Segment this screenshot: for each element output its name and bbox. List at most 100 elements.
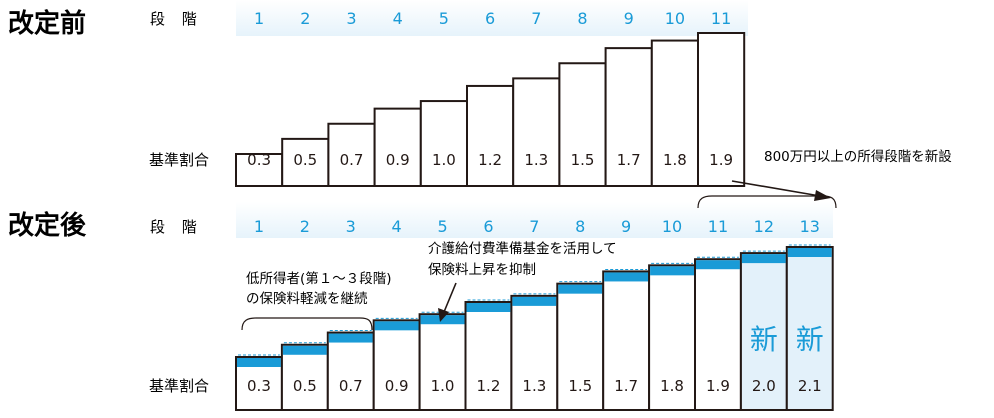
after-stage-5: 5 bbox=[437, 217, 447, 236]
new-stages-note: 800万円以上の所得段階を新設 bbox=[764, 148, 952, 165]
fund-note-line1: 介護給付費準備基金を活用して bbox=[428, 240, 617, 257]
after-band-5 bbox=[420, 315, 465, 325]
after-bar-12 bbox=[739, 252, 788, 411]
before-bar-1 bbox=[235, 153, 284, 187]
before-ratio-10: 1.8 bbox=[663, 151, 687, 169]
before-ratio-7: 1.3 bbox=[524, 151, 548, 169]
after-band-12 bbox=[741, 254, 786, 264]
after-stage-11: 11 bbox=[708, 217, 728, 236]
after-band-10 bbox=[650, 266, 694, 276]
after-ratio-9: 1.7 bbox=[614, 377, 638, 395]
after-stage-10: 10 bbox=[662, 217, 682, 236]
before-ratio-3: 0.7 bbox=[340, 151, 364, 169]
after-stage-band bbox=[236, 202, 833, 238]
fund-note-line2: 保険料上昇を抑制 bbox=[428, 262, 536, 278]
after-new-label-13: 新 bbox=[796, 323, 824, 356]
before-stage-10: 10 bbox=[665, 9, 685, 28]
before-ratio-1: 0.3 bbox=[247, 151, 271, 169]
after-ratio-1: 0.3 bbox=[247, 377, 271, 395]
before-stage-1: 1 bbox=[254, 9, 264, 28]
low-income-brace bbox=[241, 317, 373, 331]
after-ratio-2: 0.5 bbox=[293, 377, 317, 395]
before-title: 改定前 bbox=[8, 8, 86, 39]
new-stages-brace bbox=[697, 195, 837, 209]
after-bar-11 bbox=[694, 258, 742, 411]
after-stage-3: 3 bbox=[346, 217, 356, 236]
after-ratio-13: 2.1 bbox=[798, 377, 822, 395]
before-stage-3: 3 bbox=[346, 9, 356, 28]
before-ratio-11: 1.9 bbox=[709, 151, 733, 169]
after-bar-13 bbox=[785, 246, 834, 411]
after-bar-7 bbox=[510, 294, 559, 411]
after-band-6 bbox=[466, 303, 511, 312]
after-ratio-7: 1.3 bbox=[522, 377, 546, 395]
before-bar-4 bbox=[373, 107, 422, 187]
after-bar-9 bbox=[602, 270, 651, 412]
before-ratio-label: 基準割合 bbox=[149, 151, 209, 169]
fund-arrow-line bbox=[443, 282, 457, 313]
after-band-2 bbox=[282, 345, 327, 355]
after-bars: 0.3 0.5 0.7 0.9 1.0 1.2 1.3 1.5 1.7 1.8 1.9 2.0 新 2.1… bbox=[235, 244, 834, 412]
before-ratio-8: 1.5 bbox=[571, 151, 595, 169]
after-new-label-12: 新 bbox=[750, 323, 778, 356]
before-bar-6 bbox=[466, 84, 515, 187]
after-title: 改定後 bbox=[8, 210, 87, 241]
before-stage-numbers: 1 2 3 4 5 6 7 8 9 10 11 bbox=[254, 9, 731, 28]
before-stage-9: 9 bbox=[624, 9, 634, 28]
before-ratio-6: 1.2 bbox=[478, 151, 502, 169]
after-ratio-4: 0.9 bbox=[385, 377, 409, 395]
after-band-9 bbox=[604, 272, 649, 282]
after-bar-3 bbox=[326, 331, 375, 411]
before-stage-4: 4 bbox=[393, 9, 403, 28]
after-stage-4: 4 bbox=[392, 217, 402, 236]
after-ratio-10: 1.8 bbox=[660, 377, 684, 395]
after-stage-6: 6 bbox=[483, 217, 493, 236]
after-band-3 bbox=[328, 333, 373, 343]
after-ratio-3: 0.7 bbox=[339, 377, 363, 395]
low-income-note-line1: 低所得者(第１～３段階) bbox=[246, 270, 392, 287]
after-stage-8: 8 bbox=[575, 217, 585, 236]
before-ratio-4: 0.9 bbox=[386, 151, 410, 169]
before-stage-band bbox=[236, 0, 748, 36]
fund-arrow-head bbox=[438, 308, 449, 322]
after-stage-9: 9 bbox=[621, 217, 631, 236]
after-stage-1: 1 bbox=[254, 217, 264, 236]
after-band-8 bbox=[558, 284, 603, 294]
after-ratio-label: 基準割合 bbox=[149, 377, 209, 395]
before-stage-8: 8 bbox=[577, 9, 587, 28]
before-bar-7 bbox=[512, 77, 561, 187]
after-ratio-11: 1.9 bbox=[706, 377, 730, 395]
before-stage-label: 段 階 bbox=[150, 10, 203, 28]
after-band-13 bbox=[787, 248, 832, 257]
before-stage-7: 7 bbox=[531, 9, 541, 28]
before-bar-9 bbox=[604, 47, 653, 187]
before-ratio-2: 0.5 bbox=[293, 151, 317, 169]
after-band-1 bbox=[237, 358, 281, 367]
after-band-4 bbox=[374, 321, 419, 331]
before-stage-6: 6 bbox=[485, 9, 495, 28]
after-stage-7: 7 bbox=[529, 217, 539, 236]
after-bar-5 bbox=[418, 313, 467, 412]
after-stage-numbers: 1 2 3 4 5 6 7 8 9 10 11 12 13 bbox=[254, 217, 820, 236]
after-bar-4 bbox=[372, 319, 421, 412]
after-stage-label: 段 階 bbox=[150, 218, 203, 236]
before-stage-5: 5 bbox=[439, 9, 449, 28]
new-stages-arrow-line bbox=[731, 180, 821, 197]
after-ratio-6: 1.2 bbox=[477, 377, 501, 395]
after-band-7 bbox=[512, 296, 557, 306]
low-income-note-line2: の保険料軽減を継続 bbox=[246, 290, 368, 307]
after-stage-12: 12 bbox=[754, 217, 774, 236]
after-ratio-8: 1.5 bbox=[568, 377, 592, 395]
after-stage-13: 13 bbox=[800, 217, 820, 236]
after-bar-6 bbox=[464, 301, 513, 411]
after-ratio-12: 2.0 bbox=[752, 377, 776, 395]
after-bar-2 bbox=[280, 343, 329, 411]
after-bar-8 bbox=[556, 282, 605, 411]
after-band-11 bbox=[696, 260, 740, 270]
before-bars: 0.3 0.5 0.7 0.9 1.0 1.2 1.3 1.5 1.7 1.8 1.9 bbox=[235, 32, 746, 187]
after-ratio-5: 1.0 bbox=[431, 377, 455, 395]
after-stage-2: 2 bbox=[300, 217, 310, 236]
before-ratio-9: 1.7 bbox=[617, 151, 641, 169]
